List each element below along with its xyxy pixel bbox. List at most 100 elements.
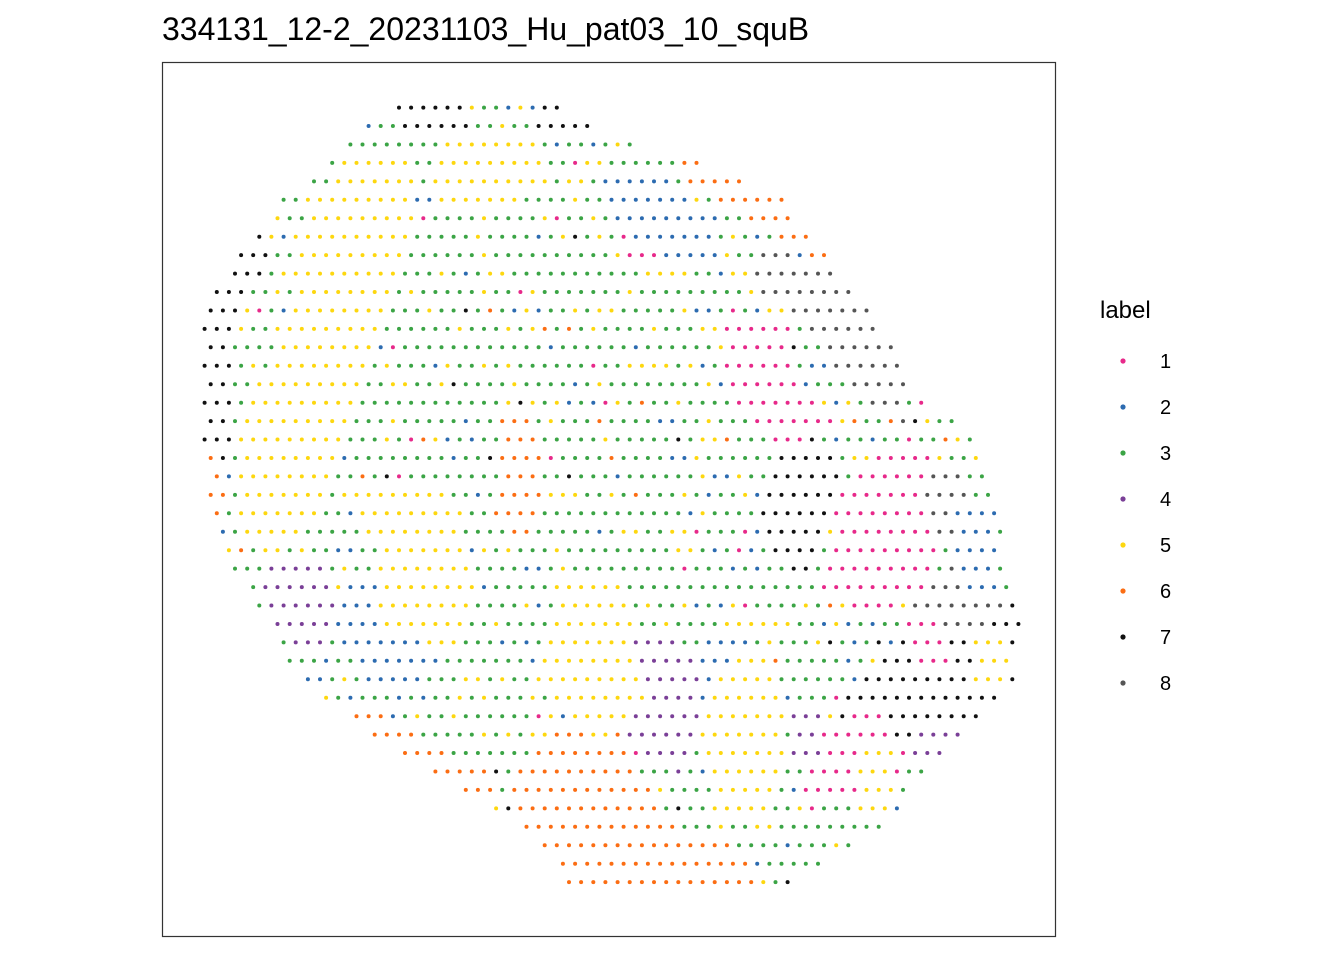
spot-point-label-1 — [536, 714, 541, 719]
spot-point-label-2 — [724, 474, 729, 479]
spot-point-label-5 — [700, 732, 705, 737]
spot-point-label-4 — [652, 732, 656, 737]
spot-point-label-1 — [852, 492, 857, 497]
spot-point-label-3 — [633, 566, 638, 571]
spot-point-label-3 — [494, 437, 499, 442]
spot-point-label-3 — [263, 363, 268, 368]
spot-point-label-1 — [749, 400, 754, 405]
spot-point-label-7 — [239, 253, 244, 258]
spot-point-label-3 — [415, 419, 420, 424]
spot-point-label-3 — [482, 658, 486, 663]
spot-point-label-1 — [870, 511, 875, 516]
spot-point-label-3 — [518, 622, 523, 626]
spot-point-label-5 — [378, 566, 383, 571]
spot-point-label-2 — [986, 566, 990, 571]
spot-point-label-5 — [749, 695, 754, 700]
spot-point-label-3 — [469, 511, 474, 516]
spot-point-label-6 — [518, 806, 523, 811]
spot-point-label-5 — [257, 456, 262, 460]
spot-point-label-7 — [233, 271, 237, 276]
spot-point-label-3 — [512, 751, 517, 755]
spot-point-label-6 — [463, 787, 468, 792]
spot-point-label-2 — [482, 585, 486, 590]
spot-point-label-5 — [342, 234, 347, 239]
spot-point-label-2 — [536, 234, 541, 239]
spot-point-label-3 — [512, 566, 517, 571]
spot-point-label-2 — [615, 216, 620, 221]
spot-point-label-6 — [627, 769, 632, 774]
spot-point-label-3 — [567, 142, 571, 147]
spot-point-label-6 — [554, 732, 559, 737]
spot-point-label-3 — [743, 234, 748, 239]
spot-point-label-5 — [585, 714, 590, 719]
spot-point-label-3 — [542, 548, 547, 553]
spot-point-label-3 — [998, 566, 1003, 571]
spot-point-label-2 — [700, 216, 705, 221]
spot-point-label-6 — [366, 714, 371, 719]
spot-point-label-3 — [664, 806, 669, 811]
spot-point-label-5 — [287, 400, 292, 405]
spot-point-label-8 — [882, 363, 887, 368]
spot-point-label-5 — [712, 806, 717, 811]
spot-point-label-3 — [633, 419, 638, 424]
spot-point-label-3 — [524, 751, 529, 755]
spot-point-label-4 — [664, 658, 669, 663]
spot-point-label-5 — [457, 585, 462, 590]
spot-point-label-1 — [737, 548, 741, 553]
spot-point-label-4 — [305, 603, 310, 608]
spot-point-label-3 — [433, 732, 438, 737]
spot-point-label-1 — [797, 400, 802, 405]
spot-point-label-3 — [554, 437, 559, 442]
spot-point-label-5 — [403, 529, 407, 534]
spot-point-label-2 — [463, 419, 468, 424]
spot-point-label-1 — [864, 714, 869, 719]
spot-point-label-7 — [220, 382, 225, 387]
spot-point-label-3 — [542, 695, 547, 700]
spot-point-label-5 — [585, 640, 590, 645]
spot-point-label-3 — [664, 585, 669, 590]
spot-point-label-5 — [615, 658, 620, 663]
spot-point-label-5 — [743, 677, 748, 682]
spot-point-label-5 — [482, 290, 486, 294]
spot-point-label-3 — [864, 419, 869, 424]
spot-point-label-3 — [433, 216, 438, 221]
spot-point-label-1 — [518, 290, 523, 294]
spot-point-label-5 — [682, 271, 687, 276]
spot-point-label-8 — [937, 492, 942, 497]
spot-point-label-3 — [482, 326, 486, 331]
spot-point-label-4 — [816, 751, 820, 755]
spot-point-label-1 — [864, 529, 869, 534]
spot-point-label-7 — [797, 474, 802, 479]
spot-point-label-5 — [378, 529, 383, 534]
spot-point-label-3 — [530, 253, 535, 258]
spot-point-label-7 — [870, 695, 875, 700]
spot-point-label-7 — [433, 105, 438, 110]
spot-point-label-7 — [542, 105, 547, 110]
spot-point-label-5 — [627, 622, 632, 626]
spot-point-label-1 — [737, 363, 741, 368]
spot-point-label-7 — [1004, 622, 1009, 626]
spot-point-label-2 — [755, 308, 760, 313]
spot-point-label-3 — [785, 769, 790, 774]
spot-point-label-3 — [858, 658, 863, 663]
spot-point-label-5 — [542, 179, 547, 184]
spot-point-label-3 — [645, 419, 650, 424]
spot-point-label-3 — [591, 474, 596, 479]
spot-point-label-3 — [372, 400, 377, 405]
spot-point-label-5 — [475, 160, 480, 165]
spot-point-label-4 — [682, 714, 687, 719]
spot-point-label-5 — [336, 326, 341, 331]
spot-point-label-7 — [979, 695, 984, 700]
spot-point-label-6 — [603, 880, 608, 885]
spot-point-label-3 — [694, 751, 699, 755]
spot-point-label-3 — [530, 622, 535, 626]
spot-point-label-5 — [324, 474, 329, 479]
spot-point-label-5 — [281, 529, 286, 534]
spot-point-label-3 — [500, 566, 505, 571]
spot-point-label-3 — [797, 585, 802, 590]
spot-point-label-5 — [718, 824, 723, 829]
spot-point-label-3 — [397, 290, 401, 294]
spot-point-label-3 — [390, 308, 395, 313]
spot-point-label-3 — [621, 419, 626, 424]
spot-point-label-6 — [591, 769, 596, 774]
